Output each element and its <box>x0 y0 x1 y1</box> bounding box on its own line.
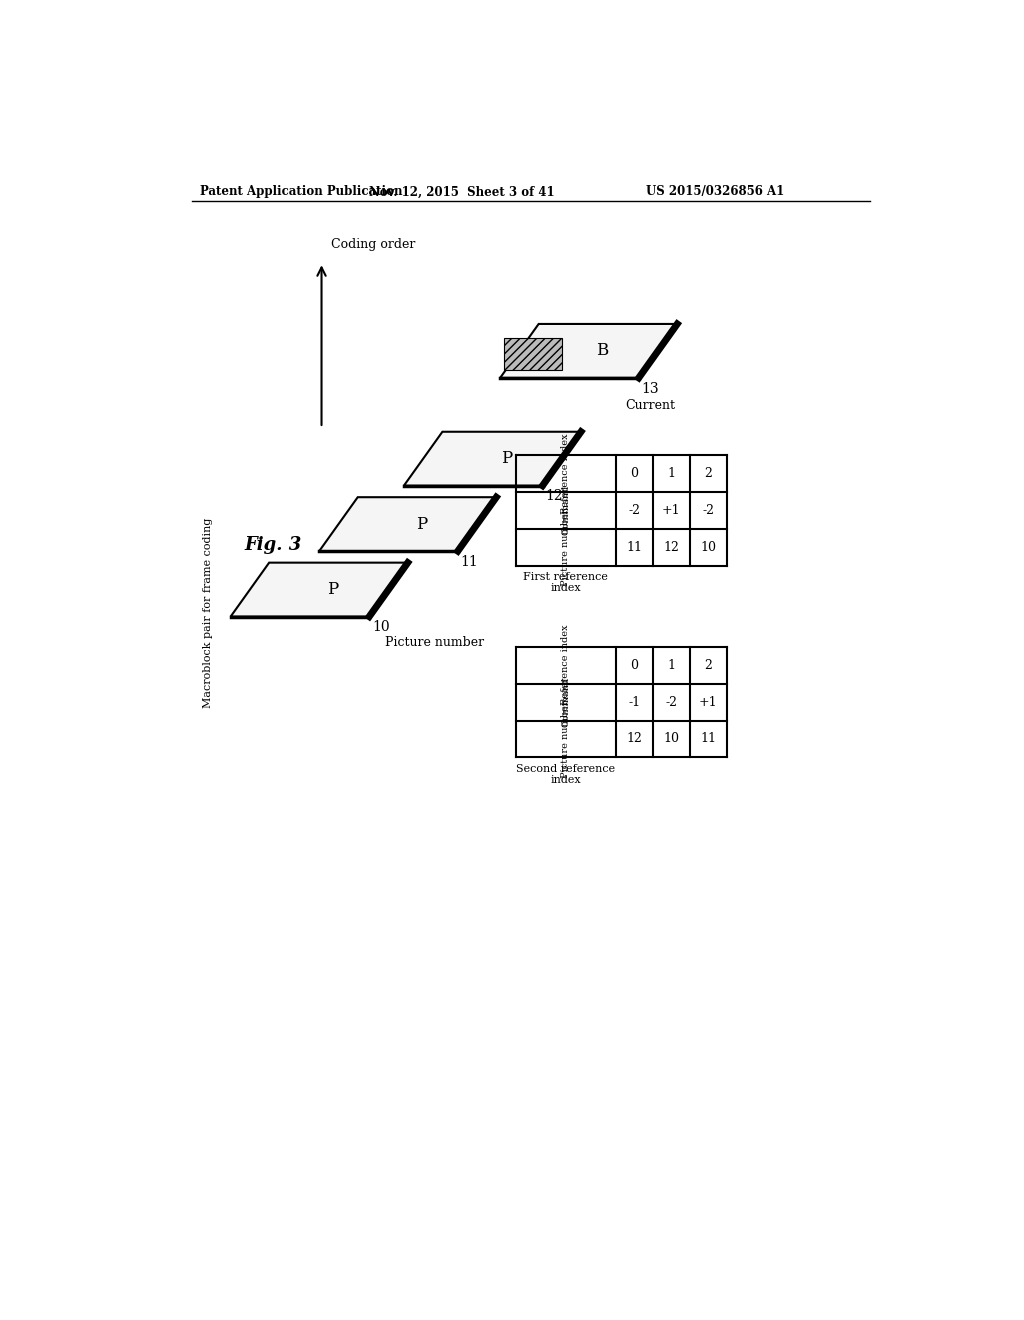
Text: Second reference
index: Second reference index <box>516 763 615 785</box>
Text: Picture number: Picture number <box>561 700 570 777</box>
Text: P: P <box>328 581 339 598</box>
Polygon shape <box>403 432 581 486</box>
Text: B: B <box>596 342 608 359</box>
Text: 0: 0 <box>630 467 638 480</box>
Bar <box>504 338 562 370</box>
Text: -2: -2 <box>702 504 714 517</box>
Text: P: P <box>416 516 427 533</box>
Text: Current: Current <box>626 399 675 412</box>
Text: 1: 1 <box>667 467 675 480</box>
Text: Coding order: Coding order <box>331 238 415 251</box>
Text: 0: 0 <box>630 659 638 672</box>
Text: 10: 10 <box>372 620 389 635</box>
Text: 10: 10 <box>664 733 679 746</box>
Text: Nov. 12, 2015  Sheet 3 of 41: Nov. 12, 2015 Sheet 3 of 41 <box>369 185 554 198</box>
Text: 12: 12 <box>627 733 642 746</box>
Text: 12: 12 <box>664 541 679 554</box>
Text: Macroblock pair for frame coding: Macroblock pair for frame coding <box>203 517 213 708</box>
Text: Command: Command <box>561 486 570 536</box>
Text: 10: 10 <box>700 541 716 554</box>
Text: 1: 1 <box>667 659 675 672</box>
Polygon shape <box>230 562 408 616</box>
Text: 11: 11 <box>626 541 642 554</box>
Text: +1: +1 <box>698 696 718 709</box>
Text: -2: -2 <box>666 696 677 709</box>
Text: Picture number: Picture number <box>561 508 570 586</box>
Text: First reference
index: First reference index <box>523 572 608 594</box>
Text: US 2015/0326856 A1: US 2015/0326856 A1 <box>646 185 784 198</box>
Text: -2: -2 <box>628 504 640 517</box>
Text: 2: 2 <box>705 467 712 480</box>
Text: Picture number: Picture number <box>385 636 484 649</box>
Polygon shape <box>319 498 497 552</box>
Text: Patent Application Publication: Patent Application Publication <box>200 185 402 198</box>
Text: P: P <box>501 450 512 467</box>
Text: Reference index: Reference index <box>561 433 570 513</box>
Text: 13: 13 <box>641 381 659 396</box>
Text: Reference index: Reference index <box>561 624 570 705</box>
Text: Fig. 3: Fig. 3 <box>245 536 302 553</box>
Text: 12: 12 <box>545 490 563 503</box>
Text: +1: +1 <box>662 504 680 517</box>
Text: Command: Command <box>561 677 570 727</box>
Polygon shape <box>500 323 677 378</box>
Text: 11: 11 <box>700 733 716 746</box>
Text: 11: 11 <box>461 554 478 569</box>
Text: 2: 2 <box>705 659 712 672</box>
Text: -1: -1 <box>628 696 640 709</box>
